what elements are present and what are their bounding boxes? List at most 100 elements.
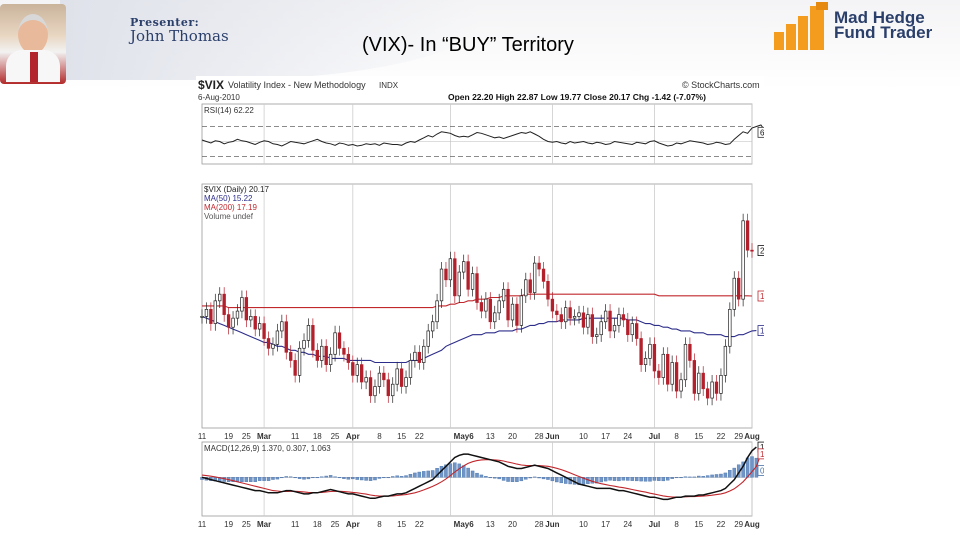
price-candle [408, 360, 413, 378]
price-candle [333, 332, 337, 355]
macd-histogram-bar [515, 477, 519, 482]
macd-histogram-bar [697, 475, 701, 478]
macd-histogram-bar [559, 477, 564, 484]
price-candle [688, 343, 692, 361]
macd-histogram-bar [377, 477, 382, 479]
macd-histogram-bar [346, 477, 351, 480]
price-candle [679, 379, 683, 392]
macd-histogram-bar [364, 477, 368, 481]
macd-histogram-bar [612, 477, 617, 481]
logo-bars-icon [774, 2, 828, 50]
price-candle [524, 279, 528, 297]
macd-histogram-bar [599, 477, 603, 483]
macd-histogram-bar [426, 470, 430, 478]
price-candle [697, 372, 701, 394]
price-x-tick-label: 29 [734, 432, 743, 441]
macd-histogram-bar [710, 474, 714, 478]
price-candle [568, 307, 572, 319]
price-candle [635, 323, 639, 339]
rsi-line [201, 124, 764, 147]
price-candle [262, 323, 266, 339]
price-candle [244, 297, 249, 321]
macd-histogram-bar [257, 477, 262, 481]
macd-histogram-bar [603, 477, 608, 482]
macd-x-tick-label: 29 [734, 520, 743, 529]
macd-histogram-bar [422, 471, 426, 478]
macd-histogram-bar [501, 477, 506, 481]
price-candle [546, 280, 550, 300]
macd-histogram-bar [293, 477, 297, 479]
price-x-tick-label: 8 [377, 432, 382, 441]
price-x-tick-label: Mar [257, 432, 271, 441]
price-candle [280, 321, 284, 332]
price-candle [577, 312, 581, 317]
macd-histogram-bar [670, 477, 674, 479]
price-candle [395, 368, 399, 385]
price-candle [493, 312, 497, 323]
price-candle [532, 262, 537, 293]
macd-histogram-bar [479, 474, 484, 478]
macd-histogram-bar [373, 477, 377, 481]
macd-histogram-bar [657, 477, 661, 481]
macd-frame [201, 441, 753, 517]
macd-histogram-bar [555, 477, 559, 483]
price-candle [626, 319, 630, 336]
macd-histogram-bar [506, 477, 510, 482]
ma50-line [201, 315, 757, 364]
macd-x-tick-label: May6 [454, 520, 475, 529]
price-candle [328, 353, 333, 365]
macd-histogram-bar [546, 477, 550, 480]
macd-panel: 1.51.00.50.0-0.5-1.0-1.5MACD(12,26,9) 1.… [198, 441, 764, 529]
macd-label: MACD(12,26,9) 1.370, 0.307, 1.063 [204, 444, 331, 453]
price-candle [218, 293, 222, 302]
price-candle [501, 288, 506, 302]
price-candle [550, 298, 555, 312]
price-x-tick-label: 8 [674, 432, 679, 441]
price-candle [351, 362, 355, 376]
price-candle [741, 220, 745, 300]
price-candle [683, 343, 688, 381]
price-candle [426, 330, 430, 347]
chart-ohlc: Open 22.20 High 22.87 Low 19.77 Close 20… [448, 92, 706, 102]
price-candle [231, 317, 235, 328]
macd-histogram-bar [470, 470, 475, 478]
macd-x-tick-label: Jul [649, 520, 661, 529]
macd-histogram-bar [617, 477, 621, 482]
macd-histogram-bar [537, 477, 541, 479]
price-candle [284, 321, 288, 353]
price-candle [253, 316, 257, 330]
macd-histogram-bar [648, 477, 652, 482]
price-candle [555, 310, 559, 315]
price-candle [670, 362, 674, 385]
rsi-last-value: 62.22 [760, 128, 764, 137]
macd-x-tick-label: Aug [744, 520, 760, 529]
macd-histogram-bar [493, 477, 497, 479]
price-candle [643, 358, 648, 365]
vix-chart: $VIX Volatility Index - New Methodology … [196, 76, 764, 532]
macd-x-tick-label: 22 [716, 520, 725, 529]
price-candle [488, 298, 492, 323]
macd-histogram-bar [288, 476, 293, 478]
macd-x-tick-label: 15 [694, 520, 703, 529]
price-candle [439, 268, 444, 302]
macd-histogram-bar [510, 477, 515, 482]
price-candle [581, 312, 586, 328]
slide-title: (VIX)- In “BUY” Territory [362, 34, 574, 56]
price-candle [714, 381, 719, 394]
macd-histogram-bar [688, 476, 692, 478]
macd-histogram-bar [466, 467, 470, 478]
macd-histogram-bar [231, 477, 235, 482]
price-candle [519, 295, 524, 326]
price-legend-entry: Volume undef [204, 212, 254, 221]
price-candle [235, 310, 240, 319]
macd-x-tick-label: 15 [397, 520, 406, 529]
price-candle [497, 300, 501, 314]
presenter-tie [30, 52, 38, 82]
price-x-tick-label: 22 [716, 432, 725, 441]
macd-x-tick-label: 8 [674, 520, 679, 529]
price-candle [710, 381, 714, 399]
price-candle [470, 273, 475, 290]
price-x-tick-label: 10 [579, 432, 588, 441]
macd-histogram-bar [732, 467, 736, 478]
price-candle [240, 297, 244, 312]
